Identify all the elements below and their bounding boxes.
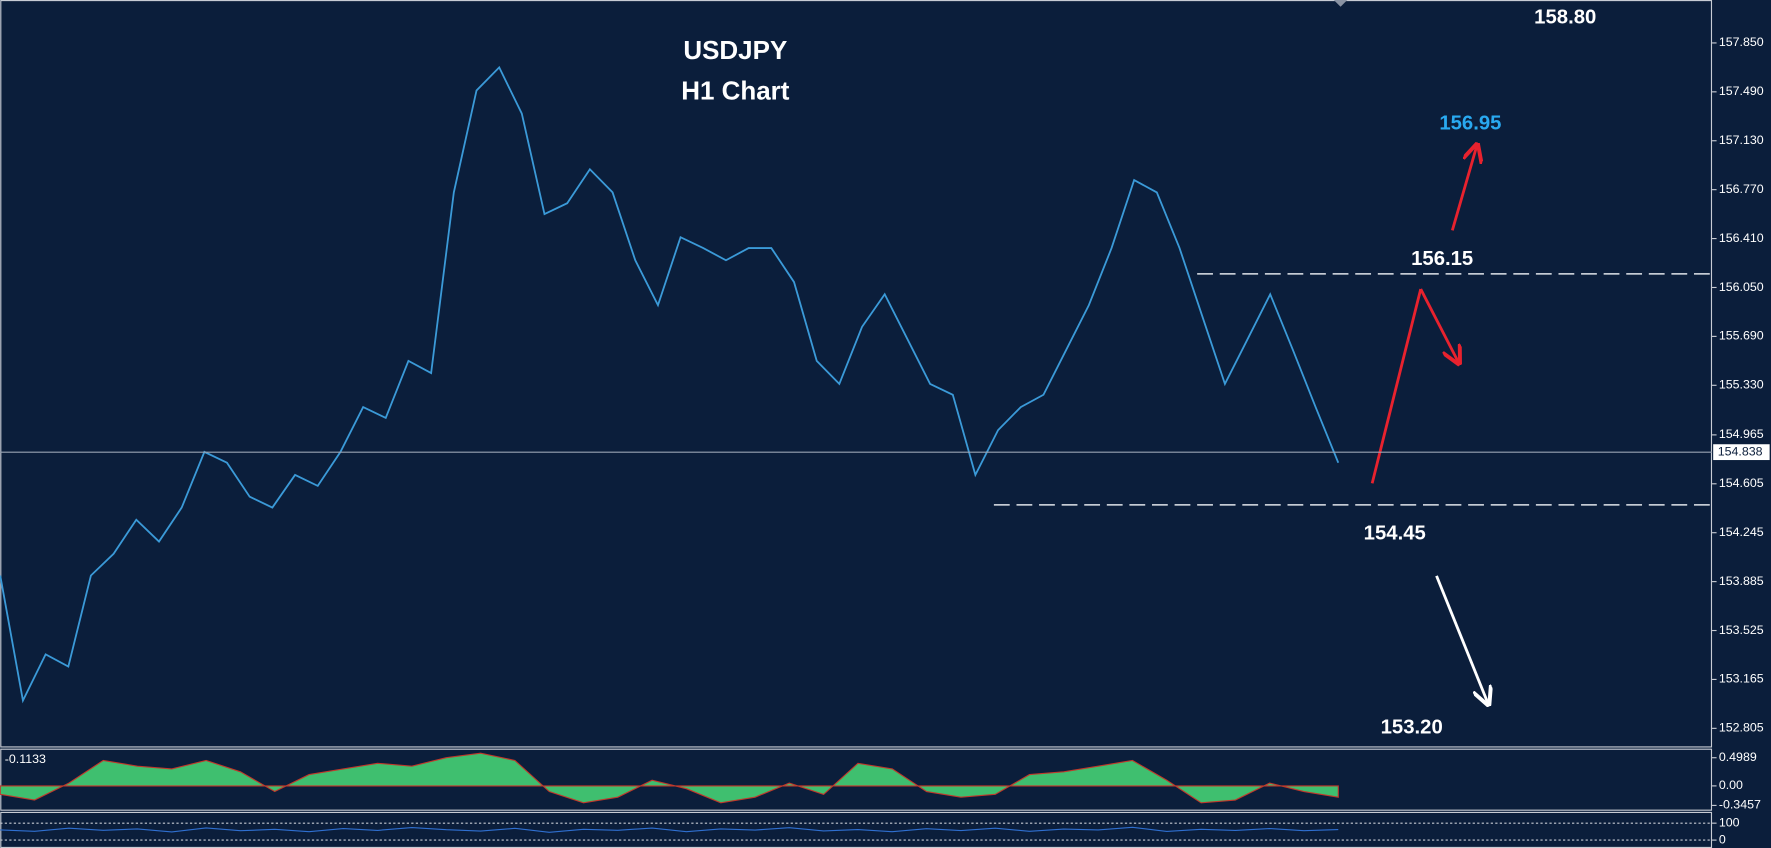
arrow xyxy=(1435,575,1489,705)
y-tick-label: 156.770 xyxy=(1719,182,1764,196)
y-tick-label: 153.525 xyxy=(1719,623,1764,637)
current-price-label: 154.838 xyxy=(1718,444,1763,458)
y-tick-label: 152.805 xyxy=(1719,721,1764,735)
y-tick-label: 154.605 xyxy=(1719,476,1764,490)
histogram-area xyxy=(0,752,1339,804)
y-tick-label: 153.885 xyxy=(1719,574,1764,588)
level-annotation: 156.15 xyxy=(1411,248,1473,270)
arrow xyxy=(1419,288,1459,364)
level-annotation: 156.95 xyxy=(1439,113,1501,135)
price-line xyxy=(0,65,1340,704)
y-tick-label: 153.165 xyxy=(1719,672,1764,686)
y-tick-label: 155.330 xyxy=(1719,378,1764,392)
main-panel xyxy=(0,0,1713,748)
y-tick-label: 0.00 xyxy=(1719,778,1743,792)
y-tick-label: 157.130 xyxy=(1719,133,1764,147)
chart-subtitle: H1 Chart xyxy=(681,75,790,105)
y-tick-label: 100 xyxy=(1719,815,1740,829)
level-annotation: 154.45 xyxy=(1364,522,1426,544)
y-tick-label: 157.850 xyxy=(1719,35,1764,49)
y-tick-label: 156.410 xyxy=(1719,231,1764,245)
arrow xyxy=(1450,145,1477,231)
shift-marker xyxy=(1333,0,1348,7)
price-tag xyxy=(1713,444,1770,461)
arrow xyxy=(1370,288,1423,484)
y-tick-label: 154.245 xyxy=(1719,525,1764,539)
y-tick-label: 155.690 xyxy=(1719,329,1764,343)
chart-title: USDJPY xyxy=(683,35,787,65)
y-tick-label: -0.3457 xyxy=(1719,798,1761,812)
indicator-panel xyxy=(0,748,1713,811)
y-tick-label: 154.965 xyxy=(1719,427,1764,441)
y-tick-label: 157.490 xyxy=(1719,84,1764,98)
level-annotation: 153.20 xyxy=(1381,717,1443,739)
y-tick-label: 0 xyxy=(1719,832,1726,846)
level-annotation: 158.80 xyxy=(1534,6,1596,28)
price-line xyxy=(0,826,1339,833)
indicator-value: -0.1133 xyxy=(5,752,46,766)
y-tick-label: 0.4989 xyxy=(1719,750,1757,764)
y-tick-label: 156.050 xyxy=(1719,280,1764,294)
